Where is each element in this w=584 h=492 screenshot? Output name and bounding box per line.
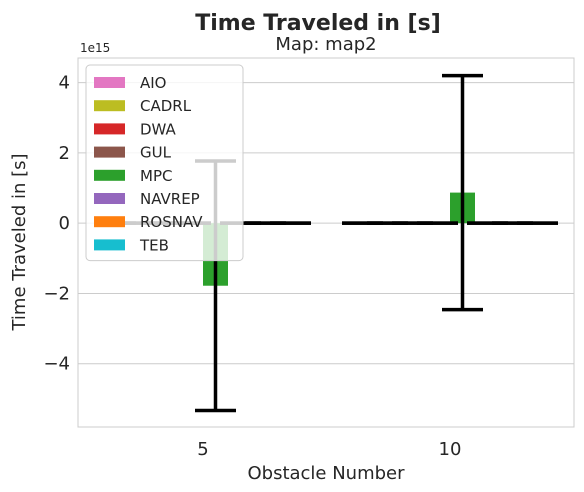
legend-swatch-aio <box>94 77 125 88</box>
legend-swatch-navrep <box>94 193 125 204</box>
legend <box>85 64 244 262</box>
legend-label-dwa: DWA <box>140 120 177 138</box>
y-tick-label: 0 <box>59 213 70 234</box>
y-axis-label: Time Traveled in [s] <box>9 153 30 331</box>
legend-label-navrep: NAVREP <box>140 190 200 208</box>
x-tick-label: 5 <box>197 439 208 460</box>
legend-swatch-teb <box>94 239 125 251</box>
legend-label-cadrl: CADRL <box>140 97 192 115</box>
legend-label-mpc: MPC <box>140 167 172 185</box>
legend-swatch-mpc <box>94 169 125 181</box>
y-tick-label: −4 <box>43 354 70 375</box>
legend-label-teb: TEB <box>139 236 169 254</box>
plot-frame <box>77 57 575 428</box>
chart-title: Time Traveled in [s] <box>195 11 441 36</box>
y-offset-label: 1e15 <box>80 41 110 55</box>
x-tick-label: 10 <box>439 439 462 460</box>
legend-swatch-gul <box>94 146 125 158</box>
y-tick-label: 2 <box>59 143 70 164</box>
legend-label-rosnav: ROSNAV <box>140 213 203 231</box>
chart-subtitle: Map: map2 <box>275 34 376 55</box>
legend-label-aio: AIO <box>140 74 167 92</box>
legend-swatch-cadrl <box>94 100 125 112</box>
legend-label-gul: GUL <box>140 144 172 162</box>
y-tick-label: 4 <box>59 73 70 94</box>
y-tick-label: −2 <box>43 283 70 304</box>
x-axis-label: Obstacle Number <box>247 463 405 484</box>
legend-swatch-rosnav <box>94 216 125 228</box>
legend-swatch-dwa <box>94 123 125 135</box>
